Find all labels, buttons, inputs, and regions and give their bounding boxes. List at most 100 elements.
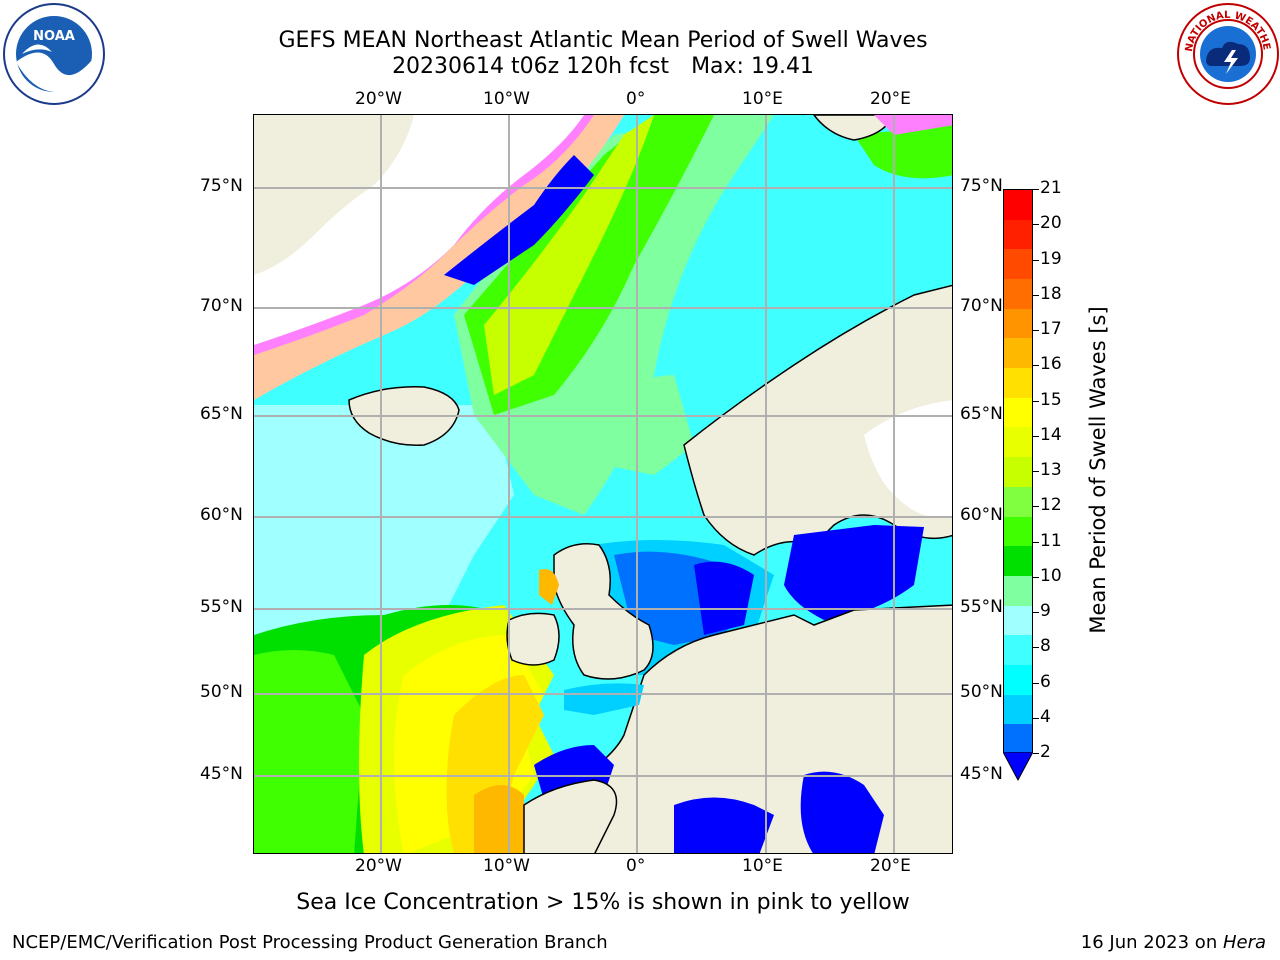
lon-label-top: 10°W (483, 89, 530, 109)
colorbar-band (1004, 249, 1032, 280)
lat-label-right: 60°N (960, 505, 1003, 525)
colorbar-tick-mark (1033, 753, 1039, 754)
colorbar-band (1004, 546, 1032, 577)
lat-label-right: 55°N (960, 597, 1003, 617)
scandinavia (683, 284, 952, 556)
colorbar-tick-mark (1033, 330, 1039, 331)
run-info: 20230614 t06z 120h fcst (392, 54, 670, 79)
colorbar-tick-label: 21 (1040, 178, 1062, 198)
colorbar-band (1004, 219, 1032, 250)
colorbar-tick-label: 15 (1040, 389, 1062, 410)
svg-text:NOAA: NOAA (33, 29, 75, 44)
footer-host: Hera (1222, 932, 1266, 953)
footer-date: 16 Jun 2023 on Hera (1081, 932, 1266, 953)
colorbar-tick-label: 9 (1040, 601, 1051, 621)
colorbar-band (1004, 516, 1032, 547)
colorbar-tick-label: 6 (1040, 671, 1051, 692)
colorbar-tick-mark (1033, 365, 1039, 367)
colorbar-band (1004, 664, 1032, 696)
colorbar-tick-label: 14 (1040, 424, 1062, 445)
lat-label-right: 50°N (960, 682, 1003, 702)
colorbar-tick-mark (1033, 717, 1039, 719)
colorbar (1003, 189, 1033, 755)
footer-date-text: 16 Jun 2023 on (1080, 932, 1223, 953)
lat-label-left: 55°N (200, 597, 243, 617)
colorbar-band (1004, 279, 1032, 310)
baltic-sea (784, 525, 924, 620)
colorbar-tick-label: 8 (1040, 636, 1051, 657)
colorbar-band (1004, 694, 1032, 725)
lat-label-left: 75°N (200, 176, 243, 196)
colorbar-band (1004, 368, 1032, 399)
colorbar-tick-mark (1033, 647, 1039, 649)
colorbar-tick-mark (1033, 400, 1039, 402)
colorbar-tick-mark (1033, 294, 1039, 296)
lon-label-top: 20°W (355, 89, 402, 109)
lat-label-right: 45°N (960, 764, 1003, 784)
lat-label-left: 70°N (200, 296, 243, 316)
lon-label-top: 0° (626, 89, 646, 109)
lat-label-right: 75°N (960, 176, 1003, 196)
lat-label-left: 65°N (200, 404, 243, 424)
great-britain (553, 543, 654, 680)
lat-label-right: 70°N (960, 296, 1003, 316)
colorbar-tick-mark (1033, 224, 1039, 226)
noaa-logo: NOAA (2, 2, 106, 106)
colorbar-tick-mark (1033, 612, 1039, 613)
colorbar-label: Mean Period of Swell Waves [s] (1086, 306, 1110, 634)
iberia (523, 779, 618, 853)
colorbar-tick-label: 18 (1040, 283, 1062, 304)
colorbar-tick-mark (1033, 471, 1039, 472)
colorbar-tick-label: 13 (1040, 460, 1062, 480)
colorbar-band (1004, 190, 1032, 221)
chart-title: GEFS MEAN Northeast Atlantic Mean Period… (278, 28, 928, 53)
colorbar-tick-label: 11 (1040, 530, 1062, 551)
lon-label-top: 10°E (742, 89, 783, 109)
lon-label-bottom: 10°E (742, 856, 783, 876)
lat-label-left: 60°N (200, 505, 243, 525)
colorbar-band (1004, 457, 1032, 488)
colorbar-band (1004, 575, 1032, 607)
graticule (254, 115, 952, 853)
colorbar-tick-label: 19 (1040, 248, 1062, 269)
lon-label-bottom: 10°W (483, 856, 530, 876)
colorbar-tick-mark (1033, 682, 1039, 684)
ireland (506, 612, 560, 666)
colorbar-tick-mark (1033, 541, 1039, 543)
colorbar-band (1004, 724, 1032, 755)
max-value: Max: 19.41 (691, 54, 814, 79)
colorbar-tick-mark (1033, 576, 1039, 578)
colorbar-tick-mark (1033, 259, 1039, 261)
sea-ice-note: Sea Ice Concentration > 15% is shown in … (296, 890, 910, 915)
lon-label-bottom: 20°W (355, 856, 402, 876)
colorbar-tick-label: 16 (1040, 354, 1062, 375)
colorbar-tick-label: 20 (1040, 213, 1062, 234)
lat-label-left: 50°N (200, 682, 243, 702)
colorbar-tick-label: 10 (1040, 565, 1062, 586)
lon-label-bottom: 0° (626, 856, 646, 876)
colorbar-band (1004, 635, 1032, 666)
colorbar-tick-mark (1033, 506, 1039, 508)
colorbar-under-arrow (1003, 752, 1033, 782)
lon-label-bottom: 20°E (870, 856, 911, 876)
footer-credit: NCEP/EMC/Verification Post Processing Pr… (12, 932, 608, 953)
lat-label-right: 65°N (960, 404, 1003, 424)
swell-period-map (253, 114, 953, 854)
colorbar-tick-mark (1033, 435, 1039, 437)
colorbar-band (1004, 605, 1032, 636)
colorbar-tick-label: 2 (1040, 742, 1051, 762)
lat-label-left: 45°N (200, 764, 243, 784)
colorbar-tick-mark (1033, 189, 1039, 190)
colorbar-band (1004, 308, 1032, 339)
nws-logo: NATIONAL WEATHER SERVICE (1172, 0, 1280, 106)
colorbar-tick-label: 12 (1040, 495, 1062, 516)
colorbar-tick-label: 4 (1040, 706, 1051, 727)
colorbar-band (1004, 338, 1032, 369)
colorbar-band (1004, 427, 1032, 458)
lon-label-top: 20°E (870, 89, 911, 109)
colorbar-tick-label: 17 (1040, 319, 1062, 339)
chart-subtitle: 20230614 t06z 120h fcst Max: 19.41 (253, 54, 953, 79)
mediterranean (674, 797, 774, 853)
colorbar-band (1004, 397, 1032, 428)
colorbar-band (1004, 486, 1032, 517)
